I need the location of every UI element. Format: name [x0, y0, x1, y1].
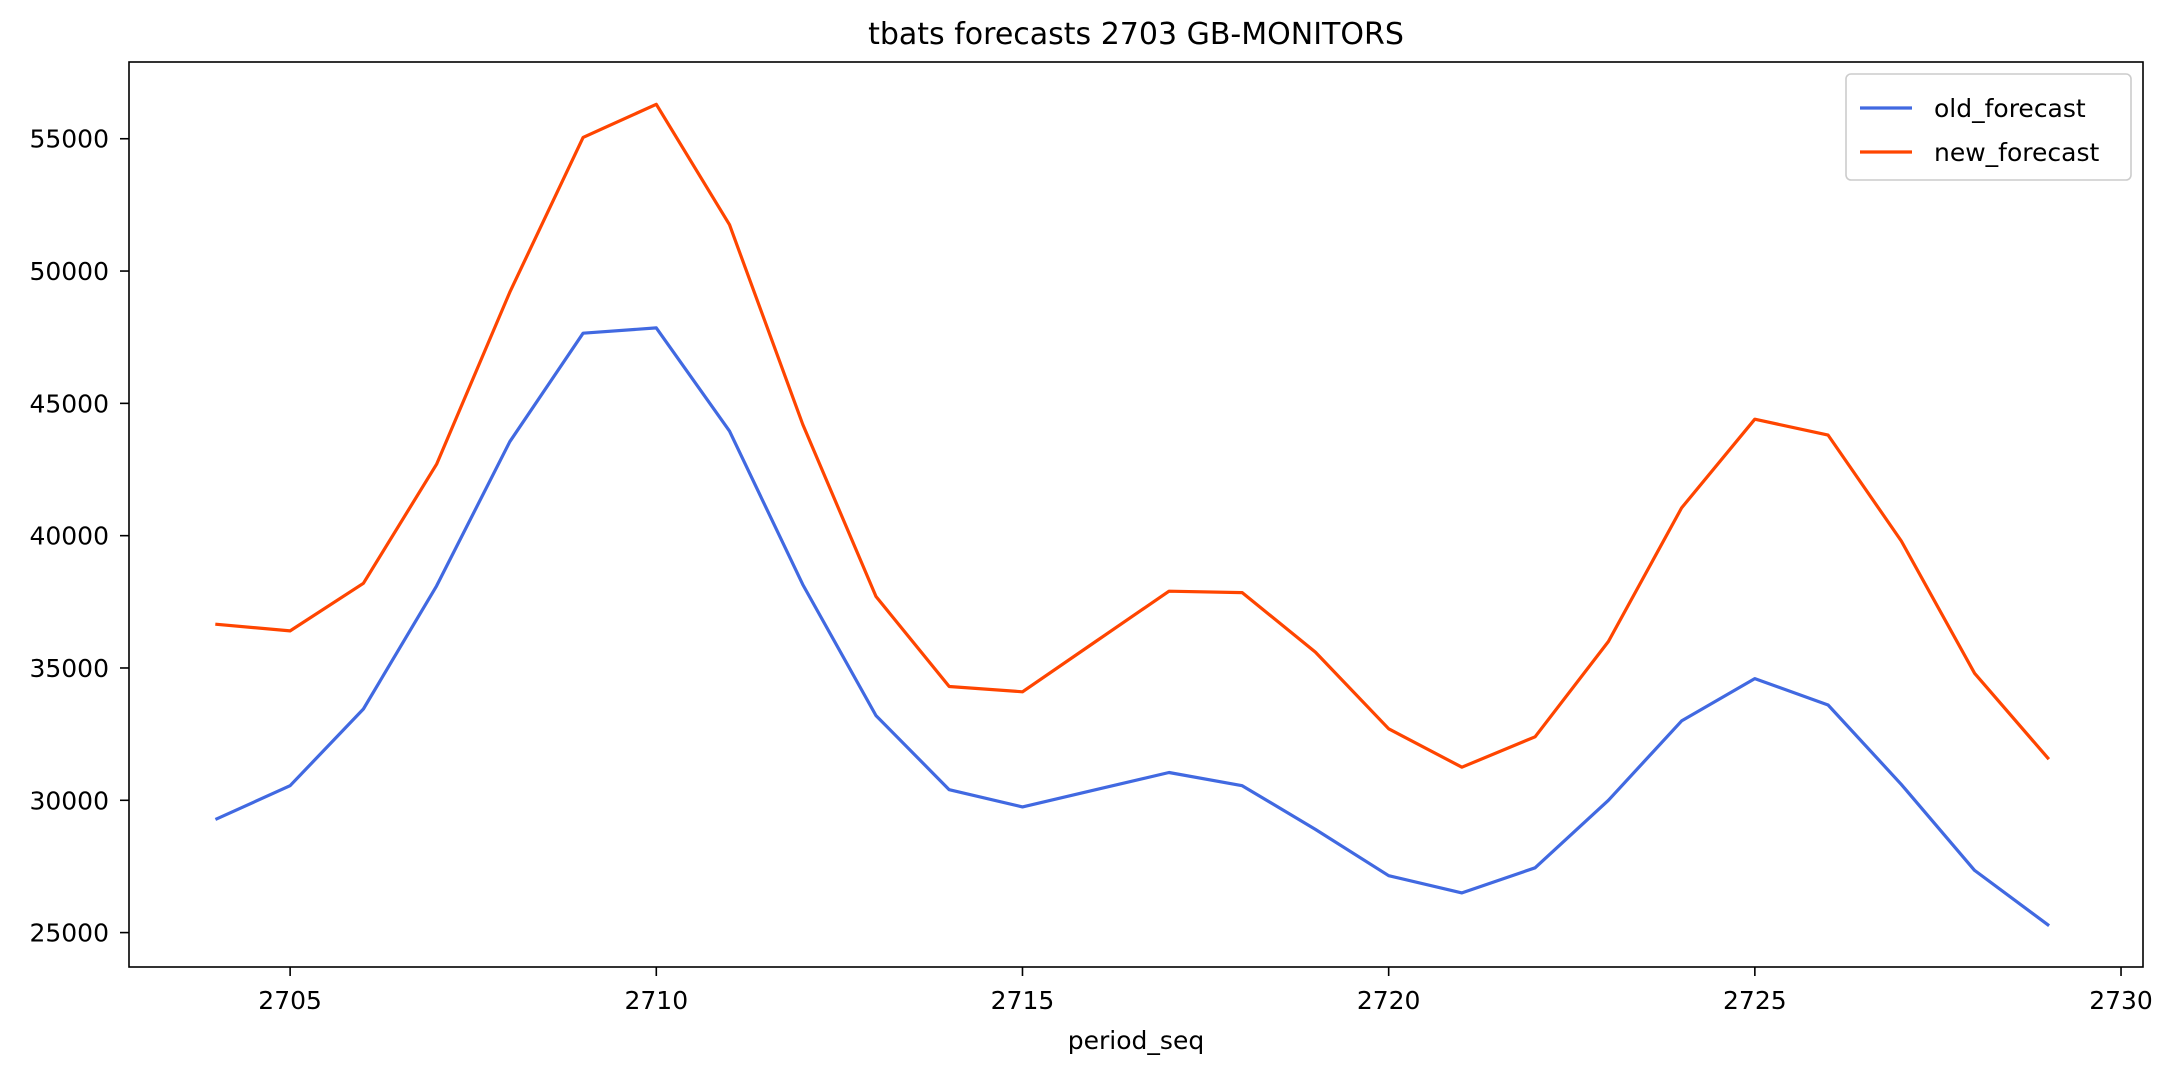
series-line-new-forecast [215, 102, 2051, 769]
legend-entry-label: new_forecast [1934, 138, 2099, 167]
legend-box [1845, 73, 2132, 181]
y-tick-label: 50000 [29, 257, 109, 286]
legend: old_forecast new_forecast [1845, 73, 2132, 181]
chart-title: tbats forecasts 2703 GB-MONITORS [868, 17, 1404, 52]
y-tick-label: 25000 [29, 919, 109, 948]
plot-area [129, 62, 2143, 967]
x-axis: 2705 2710 2715 2720 2725 2730 [258, 967, 2153, 1015]
y-tick-label: 55000 [29, 125, 109, 154]
y-axis: 25000 30000 35000 40000 45000 50000 55000 [29, 125, 129, 948]
x-tick-label: 2730 [2089, 986, 2153, 1015]
x-tick-label: 2720 [1357, 986, 1421, 1015]
y-tick-label: 40000 [29, 522, 109, 551]
x-tick-label: 2705 [258, 986, 322, 1015]
series-layer [214, 102, 2051, 927]
x-tick-label: 2725 [1723, 986, 1787, 1015]
legend-entry-label: old_forecast [1934, 94, 2086, 123]
x-tick-label: 2710 [624, 986, 688, 1015]
y-tick-label: 30000 [29, 786, 109, 815]
y-tick-label: 35000 [29, 654, 109, 683]
y-tick-label: 45000 [29, 389, 109, 418]
plot-frame [128, 61, 2144, 968]
x-tick-label: 2715 [991, 986, 1055, 1015]
x-axis-label: period_seq [1068, 1026, 1204, 1055]
series-line-old-forecast [214, 326, 2051, 927]
